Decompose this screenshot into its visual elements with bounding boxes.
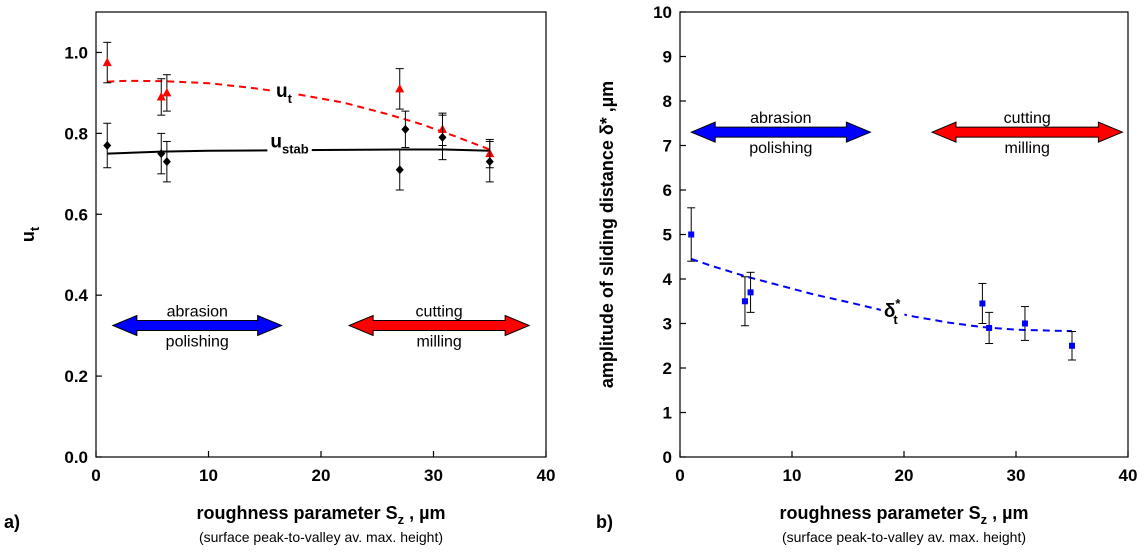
y-tick-label: 0.2 [64,367,88,386]
x-tick-label: 20 [895,466,914,485]
x-axis-label: roughness parameter Sz , µm [780,503,1029,527]
data-point [156,91,166,101]
data-point [485,157,494,167]
y-axis-label: ut [18,226,42,242]
chart-b: 0 1 2 3 4 5 6 7 8 9 10 0 10 20 30 40 roughness parameter… [596,3,1137,545]
data-point [395,165,404,175]
data-point [688,231,695,238]
panel-label: b) [596,512,613,532]
x-tick-label: 30 [1007,466,1026,485]
data-point [438,132,447,142]
y-tick-label: 1.0 [64,43,88,62]
double-arrow [111,314,283,337]
data-point [162,157,171,167]
data-point [157,149,166,159]
data-point [979,300,986,307]
data-point [162,87,172,97]
y-tick-label: 7 [663,137,672,156]
data-point [747,289,754,296]
x-tick-label: 0 [675,466,684,485]
curve-label: ut [276,81,293,106]
data-point [103,141,112,150]
arrow-label-top: cutting [416,304,463,321]
data-point [986,324,993,331]
y-tick-label: 2 [663,359,672,378]
x-tick-label: 10 [783,466,802,485]
y-tick-label: 6 [663,181,672,200]
arrow-label-top: abrasion [167,304,228,321]
double-arrow [689,121,872,143]
arrow-label-top: cutting [1004,110,1051,127]
y-tick-label: 4 [663,270,673,289]
y-tick-label: 0.8 [64,124,88,143]
y-axis-label: amplitude of sliding distance δ* ,µm [597,81,617,388]
x-axis-note: (surface peak-to-valley av. max. height) [199,529,443,545]
x-axis-label: roughness parameter Sz , µm [197,503,446,527]
y-tick-label: 3 [663,315,672,334]
double-arrow [930,121,1124,143]
y-tick-label: 0.4 [64,286,88,305]
x-tick-label: 40 [537,466,556,485]
panel-label: a) [4,512,20,532]
y-tick-label: 5 [663,226,672,245]
y-tick-label: 1 [663,404,672,423]
x-tick-label: 0 [91,466,100,485]
x-tick-label: 30 [424,466,443,485]
data-point [1069,342,1075,349]
arrow-label-bottom: polishing [749,140,812,157]
y-tick-label: 0.0 [64,448,88,467]
curve-label: δ* t [884,296,902,327]
x-axis-note: (surface peak-to-valley av. max. height) [782,529,1026,545]
chart-a: 0.0 0.2 0.4 0.6 0.8 1.0 0 10 20 30 40 roughness par… [4,11,556,545]
arrow-label-top: abrasion [750,110,811,127]
data-point [401,124,410,134]
data-point [741,298,748,305]
data-point [1021,320,1028,327]
plot-frame [679,11,1129,458]
x-tick-label: 20 [312,466,331,485]
y-tick-label: 0 [663,448,672,467]
y-tick-label: 10 [653,3,672,22]
data-point [395,83,405,93]
y-tick-label: 0.6 [64,205,88,224]
x-tick-label: 40 [1119,466,1138,485]
arrow-label-bottom: polishing [166,334,229,351]
curve-label: ustab [270,132,308,157]
y-tick-label: 8 [663,92,672,111]
x-tick-label: 10 [199,466,218,485]
arrow-label-bottom: milling [416,334,461,351]
double-arrow [347,314,531,337]
data-point [102,57,112,67]
arrow-label-bottom: milling [1005,140,1050,157]
y-tick-label: 9 [663,48,672,67]
